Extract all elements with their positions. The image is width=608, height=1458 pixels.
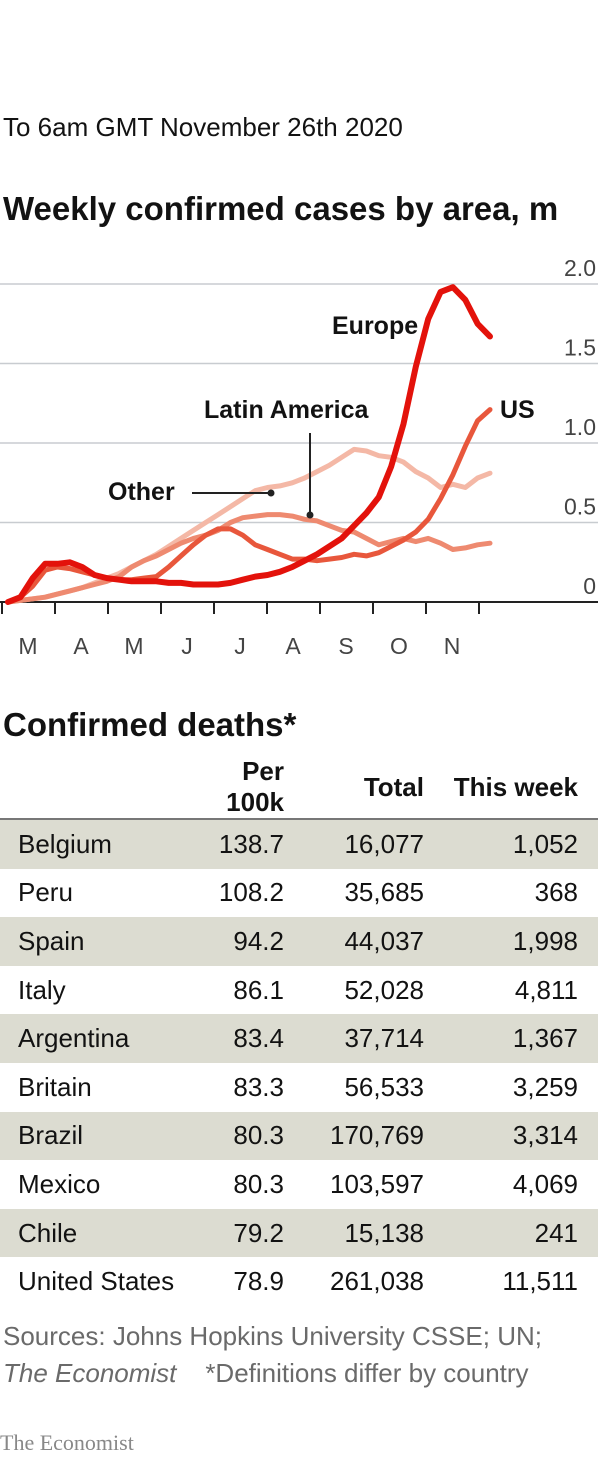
- this-week-cell: 241: [424, 1208, 598, 1258]
- country-cell: United States: [18, 1266, 175, 1297]
- table-row: Belgium 138.7 16,077 1,052: [0, 819, 598, 869]
- sources-line: Sources: Johns Hopkins University CSSE; …: [3, 1321, 542, 1351]
- sources-note: Sources: Johns Hopkins University CSSE; …: [3, 1318, 542, 1392]
- this-week-cell: 11,511: [502, 1266, 578, 1297]
- chart-date-note: To 6am GMT November 26th 2020: [3, 112, 403, 142]
- table-row: Brazil 80.3 170,769 3,314: [0, 1111, 598, 1161]
- column-header-per-100k: Per 100k: [204, 756, 284, 820]
- this-week-cell: 1,367: [424, 1014, 598, 1063]
- x-tick-label: S: [338, 633, 353, 659]
- country-cell: Mexico: [18, 1168, 101, 1199]
- deaths-table: Per 100k Total This week Belgium 138.7 1…: [0, 756, 598, 1306]
- country-cell: Britain: [18, 1071, 92, 1102]
- total-cell: 44,037: [284, 917, 424, 966]
- per-100k-cell: 138.7: [204, 819, 284, 869]
- total-cell: 52,028: [344, 974, 424, 1005]
- column-header-country: [0, 756, 204, 820]
- this-week-cell: 1,998: [424, 917, 598, 966]
- total-cell: 15,138: [284, 1208, 424, 1258]
- table-row: Mexico 80.3 103,597 4,069: [0, 1160, 598, 1209]
- total-cell: 56,533: [344, 1071, 424, 1102]
- publication-name: The Economist: [3, 1358, 177, 1388]
- per-100k-cell: 83.3: [233, 1071, 284, 1102]
- y-tick-label: 0.5: [564, 494, 596, 520]
- sources-second-line: The Economist *Definitions differ by cou…: [3, 1355, 542, 1392]
- country-cell: Spain: [0, 917, 204, 966]
- latin-america-leader-dot: [306, 511, 314, 519]
- country-cell: Italy: [18, 974, 66, 1005]
- series-label-europe: Europe: [332, 312, 418, 340]
- y-tick-label: 0: [583, 573, 596, 599]
- table-row: Italy 86.1 52,028 4,811: [0, 966, 598, 1015]
- economist-brand: The Economist: [0, 1430, 134, 1455]
- this-week-cell: 3,314: [424, 1111, 598, 1161]
- x-tick-label: N: [444, 633, 461, 659]
- table-row: Peru 108.2 35,685 368: [0, 869, 598, 918]
- this-week-cell: 3,259: [512, 1071, 578, 1102]
- total-cell: 170,769: [284, 1111, 424, 1161]
- y-tick-label: 1.5: [564, 335, 596, 361]
- table-row: Britain 83.3 56,533 3,259: [0, 1063, 598, 1112]
- country-cell: Brazil: [0, 1111, 204, 1161]
- total-cell: 261,038: [330, 1266, 424, 1297]
- y-tick-label: 2.0: [564, 255, 596, 281]
- per-100k-cell: 80.3: [204, 1111, 284, 1161]
- this-week-cell: 4,811: [514, 974, 578, 1005]
- series-line-us: [5, 407, 493, 605]
- y-tick-label: 1.0: [564, 414, 596, 440]
- per-100k-cell: 83.4: [204, 1014, 284, 1063]
- this-week-cell: 4,069: [512, 1168, 578, 1199]
- country-cell: Chile: [0, 1208, 204, 1258]
- per-100k-cell: 86.1: [233, 974, 284, 1005]
- country-cell: Argentina: [0, 1014, 204, 1063]
- x-tick-label: A: [285, 633, 301, 659]
- total-cell: 37,714: [284, 1014, 424, 1063]
- per-100k-cell: 108.2: [218, 877, 284, 908]
- this-week-cell: 1,052: [424, 819, 598, 869]
- other-leader-dot: [267, 489, 275, 497]
- table-header-row: Per 100k Total This week: [0, 756, 598, 820]
- x-tick-label: M: [124, 633, 143, 659]
- x-tick-label: M: [18, 633, 37, 659]
- total-cell: 35,685: [344, 877, 424, 908]
- table-row: Spain 94.2 44,037 1,998: [0, 917, 598, 966]
- per-100k-cell: 79.2: [204, 1208, 284, 1258]
- cases-line-chart: 0 0.5 1.0 1.5 2.0 M A M J J A S O N Europe US Latin Am…: [0, 255, 598, 659]
- series-line-europe: [5, 284, 493, 605]
- deaths-table-title: Confirmed deaths*: [3, 706, 297, 743]
- x-tick-label: O: [390, 633, 408, 659]
- total-cell: 16,077: [284, 819, 424, 869]
- x-tick-label: J: [234, 633, 246, 659]
- column-header-this-week: This week: [424, 756, 598, 820]
- country-cell: Peru: [18, 877, 73, 908]
- table-row: Argentina 83.4 37,714 1,367: [0, 1014, 598, 1063]
- x-tick-label: A: [73, 633, 89, 659]
- x-tick-label: J: [181, 633, 193, 659]
- table-row: United States 78.9 261,038 11,511: [0, 1257, 598, 1306]
- per-100k-cell: 80.3: [233, 1168, 284, 1199]
- this-week-cell: 368: [534, 877, 578, 908]
- definitions-note: *Definitions differ by country: [205, 1358, 529, 1388]
- country-cell: Belgium: [0, 819, 204, 869]
- series-label-latin-america: Latin America: [204, 396, 370, 424]
- series-label-us: US: [500, 396, 535, 424]
- chart-title: Weekly confirmed cases by area, m: [3, 190, 559, 227]
- table-row: Chile 79.2 15,138 241: [0, 1208, 598, 1258]
- column-header-total: Total: [284, 756, 424, 820]
- series-label-other: Other: [108, 478, 175, 506]
- total-cell: 103,597: [330, 1168, 424, 1199]
- series-line-latin-america: [5, 512, 493, 605]
- per-100k-cell: 78.9: [233, 1266, 284, 1297]
- per-100k-cell: 94.2: [204, 917, 284, 966]
